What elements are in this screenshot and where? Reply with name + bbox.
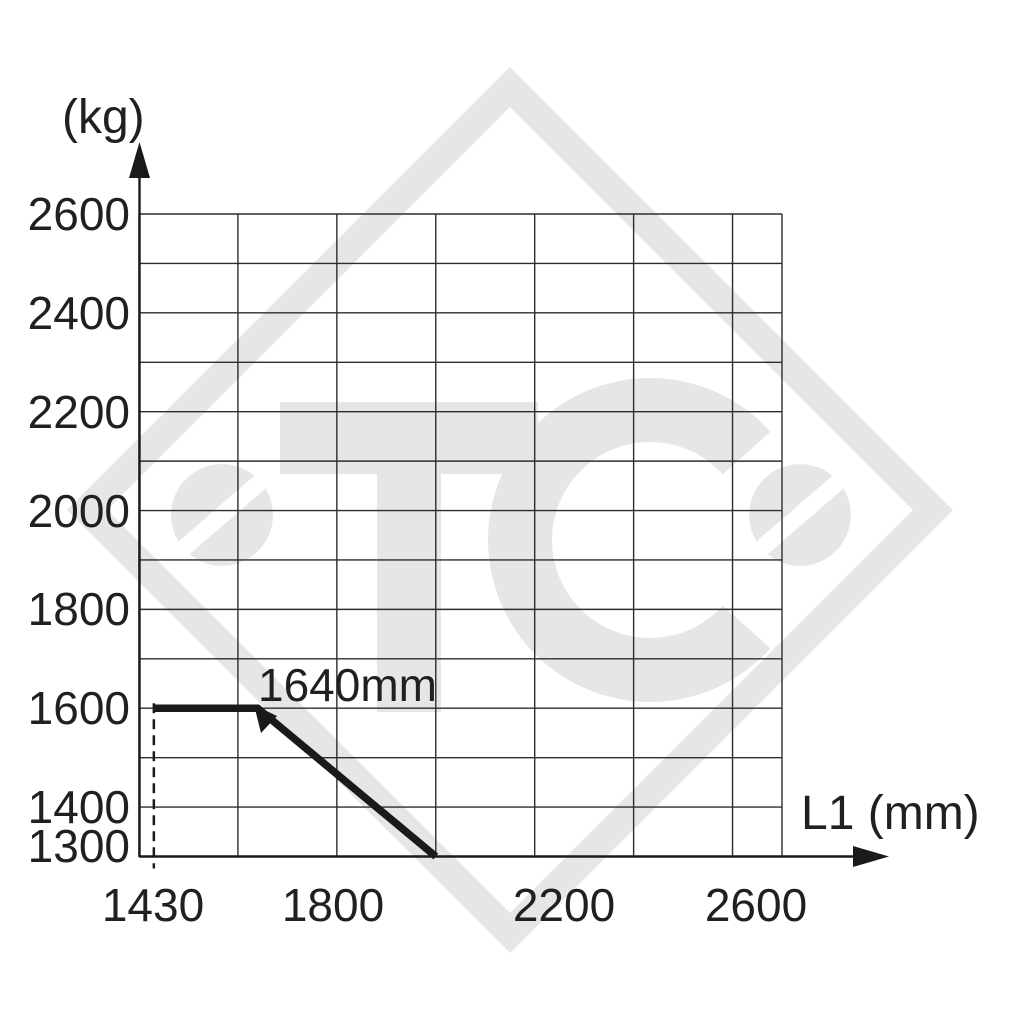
x-tick-label-1430: 1430 [101,879,205,931]
load-curve-line [153,704,439,860]
annotation-1640mm: 1640mm [258,659,437,711]
y-axis-title: (kg) [62,91,145,144]
y-tick-label-1400: 1400 [27,781,130,833]
x-axis-arrow-icon [853,846,889,867]
x-tick-label-1800: 1800 [281,879,385,931]
watermark-letter-c [488,378,771,703]
watermark-flange-left-icon [171,464,273,566]
x-tick-label-2200: 2200 [512,879,616,931]
y-tick-label-2600: 2600 [27,188,130,240]
y-tick-label-2200: 2200 [27,386,130,438]
watermark-letter-t [280,402,538,712]
axes [129,142,889,867]
grid-lines [138,213,783,858]
y-tick-label-1300: 1300 [27,820,130,872]
y-tick-label-2400: 2400 [27,287,130,339]
y-tick-label-1800: 1800 [27,583,130,635]
load-curve [152,703,439,869]
x-tick-label-2600: 2600 [704,879,808,931]
watermark-flange-right-icon [749,464,851,566]
y-tick-label-1600: 1600 [27,682,130,734]
y-axis-arrow-icon [129,142,150,178]
y-tick-label-2000: 2000 [27,485,130,537]
x-axis-title: L1 (mm) [801,787,980,840]
